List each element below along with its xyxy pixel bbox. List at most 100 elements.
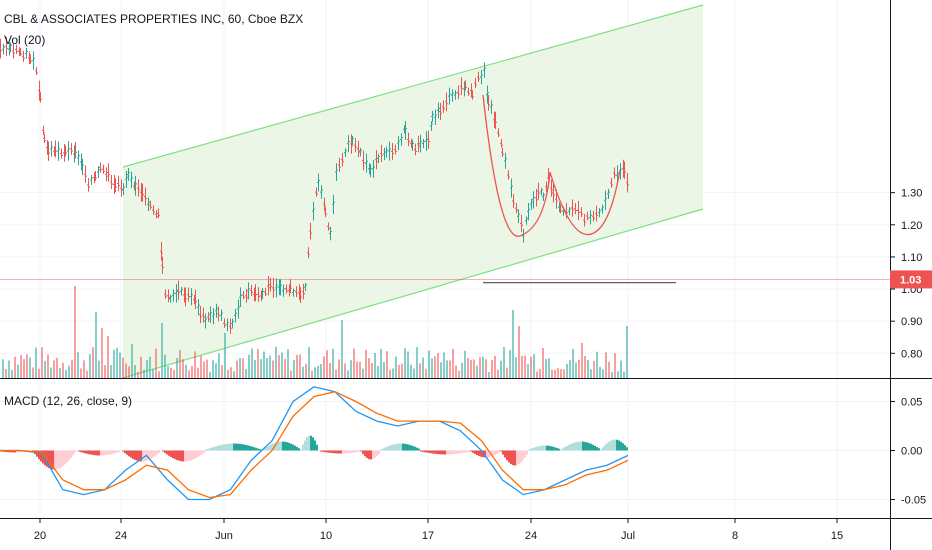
- volume-bar: [518, 326, 520, 378]
- volume-bar: [497, 369, 499, 378]
- volume-bar: [344, 363, 346, 378]
- volume-bar: [311, 371, 313, 378]
- volume-bar: [233, 371, 235, 378]
- volume-bar: [329, 363, 331, 378]
- macd-histogram-bar: [70, 450, 72, 458]
- macd-histogram-bar: [247, 445, 249, 451]
- macd-histogram-bar: [528, 449, 530, 451]
- volume-bar: [581, 343, 583, 378]
- macd-histogram-bar: [182, 450, 184, 462]
- macd-legend: MACD (12, 26, close, 9): [4, 394, 133, 408]
- volume-bar: [416, 346, 418, 378]
- volume-bar: [584, 356, 586, 378]
- volume-bar: [113, 349, 115, 378]
- macd-histogram-bar: [231, 443, 233, 451]
- volume-bar: [5, 368, 7, 378]
- macd-histogram-bar: [316, 444, 318, 451]
- macd-histogram-bar: [74, 450, 76, 453]
- macd-histogram-bar: [412, 445, 414, 451]
- macd-histogram-bar: [476, 450, 478, 456]
- volume-bar: [254, 360, 256, 378]
- volume-bar: [338, 359, 340, 378]
- macd-histogram-bar: [376, 450, 378, 457]
- volume-bar: [566, 363, 568, 378]
- volume-bar: [443, 352, 445, 378]
- macd-histogram-bar: [446, 450, 448, 455]
- macd-histogram-bar: [150, 450, 152, 459]
- volume-bar: [365, 349, 367, 378]
- volume-bar: [614, 353, 616, 378]
- macd-histogram-bar: [114, 450, 116, 454]
- macd-histogram-bar: [106, 450, 108, 455]
- volume-bar: [284, 358, 286, 378]
- volume-bar: [611, 371, 613, 378]
- macd-histogram-bar: [570, 443, 572, 451]
- macd-histogram-bar: [354, 450, 356, 453]
- volume-bar: [563, 369, 565, 378]
- macd-histogram-bar: [194, 450, 196, 459]
- macd-histogram-bar: [626, 447, 628, 451]
- macd-histogram-bar: [512, 450, 514, 466]
- macd-histogram-bar: [284, 441, 286, 451]
- volume-bar: [452, 348, 454, 378]
- macd-histogram-bar: [152, 450, 154, 458]
- macd-histogram-bar: [58, 450, 60, 469]
- volume-bar: [131, 344, 133, 378]
- macd-histogram-bar: [326, 450, 328, 453]
- macd-histogram-bar: [36, 450, 38, 457]
- volume-bar: [371, 363, 373, 378]
- macd-histogram-bar: [138, 450, 140, 462]
- volume-bar: [596, 351, 598, 378]
- volume-bar: [542, 348, 544, 378]
- volume-bar: [290, 370, 292, 378]
- macd-histogram-bar: [624, 445, 626, 451]
- macd-histogram-bar: [602, 447, 604, 451]
- macd-histogram-bar: [364, 450, 366, 457]
- macd-histogram-bar: [217, 445, 219, 451]
- macd-histogram-bar: [312, 437, 314, 451]
- macd-histogram-bar: [205, 449, 207, 451]
- macd-histogram-bar: [338, 450, 340, 454]
- macd-histogram-bar: [292, 444, 294, 451]
- volume-bar: [185, 364, 187, 378]
- macd-histogram-bar: [568, 444, 570, 451]
- volume-bar: [395, 356, 397, 378]
- macd-histogram-bar: [304, 440, 306, 451]
- price-tick-label: 1.10: [901, 252, 922, 264]
- volume-bar: [299, 354, 301, 378]
- macd-histogram-bar: [92, 450, 94, 455]
- macd-histogram-bar: [229, 443, 231, 451]
- macd-histogram-bar: [582, 441, 584, 451]
- volume-bar: [218, 353, 220, 378]
- macd-histogram-bar: [96, 450, 98, 456]
- volume-bar: [17, 364, 19, 378]
- macd-histogram-bar: [86, 450, 88, 454]
- macd-histogram-bar: [366, 450, 368, 458]
- volume-bar: [275, 346, 277, 378]
- price-tick-label: 1.30: [901, 188, 922, 200]
- macd-histogram-bar: [132, 450, 134, 459]
- price-tick-label: 0.90: [901, 316, 922, 328]
- macd-histogram-bar: [200, 450, 202, 456]
- volume-bar: [560, 369, 562, 378]
- macd-histogram-bar: [253, 447, 255, 451]
- macd-histogram-bar: [472, 450, 474, 453]
- volume-bar: [431, 358, 433, 378]
- macd-histogram-bar: [612, 439, 614, 451]
- macd-histogram-bar: [233, 443, 235, 451]
- macd-tick-label: 0.05: [901, 397, 922, 409]
- macd-histogram-bar: [518, 450, 520, 465]
- volume-bar: [302, 366, 304, 378]
- macd-histogram-bar: [196, 450, 198, 458]
- macd-histogram-bar: [466, 450, 468, 453]
- volume-bar: [293, 359, 295, 378]
- macd-histogram-bar: [162, 450, 164, 452]
- volume-bar: [86, 370, 88, 378]
- macd-histogram-bar: [406, 444, 408, 451]
- macd-histogram-bar: [215, 446, 217, 451]
- volume-bar: [407, 351, 409, 378]
- volume-bar: [569, 360, 571, 378]
- macd-histogram-bar: [402, 443, 404, 451]
- volume-bar: [422, 357, 424, 378]
